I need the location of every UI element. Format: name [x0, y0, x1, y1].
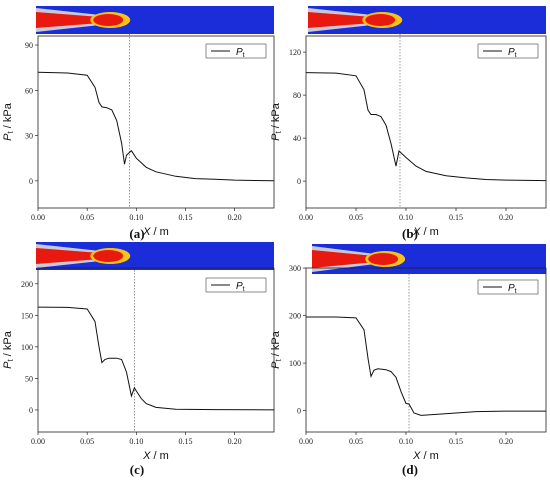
panel-a-legend-box — [205, 43, 267, 59]
panel-d-legend: Pt — [477, 279, 539, 295]
panel-d-xtick-label: 0.00 — [299, 437, 313, 446]
panel-a-ylabel: Pt / kPa — [2, 102, 15, 141]
panel-c-ylabel: Pt / kPa — [2, 330, 15, 369]
panel-b-ytick-label: 80 — [293, 91, 301, 100]
panel-b-nozzle-core — [308, 12, 373, 28]
panel-b-xtick-label: 0.10 — [399, 213, 413, 222]
panel-c-ytick-label: 50 — [25, 374, 33, 383]
panel-c-legend-label: Pt — [236, 281, 245, 293]
panel-c-series-line — [37, 306, 275, 411]
panel-b-xtick-label: 0.15 — [449, 213, 463, 222]
panel-b-ylabel: Pt / kPa — [270, 102, 283, 141]
panel-d-ytick-label: 200 — [289, 312, 301, 321]
panel-c: 0.00 0.05 0.10 0.15 0.20 0 50 100 150 200 Pt X / m P… — [2, 242, 275, 477]
panel-d-ylabel: Pt / kPa — [270, 330, 283, 369]
panel-c-xtick-label: 0.05 — [80, 437, 94, 446]
panel-a-nozzle-core — [36, 12, 101, 28]
panel-b-xlabel: X / m — [412, 226, 439, 238]
panel-d-jet-core — [368, 253, 399, 265]
panel-a-legend: Pt — [205, 43, 267, 59]
panel-d-nozzle-core — [312, 250, 376, 268]
panel-b-xtick-label: 0.05 — [349, 213, 363, 222]
panel-a-ytick-label: 90 — [25, 41, 33, 50]
panel-a-ytick-label: 30 — [25, 132, 33, 141]
panel-a-xlabel: X / m — [142, 226, 169, 238]
panel-d-field-image — [312, 244, 546, 274]
panel-b: 0.00 0.05 0.10 0.15 0.20 0 40 80 120 Pt X / m Pt / … — [270, 6, 547, 241]
panel-b-xtick-label: 0.20 — [499, 213, 513, 222]
panel-d-xlabel: X / m — [412, 450, 439, 462]
panel-d-series-line — [306, 316, 546, 416]
panel-d-ytick-label: 0 — [297, 407, 301, 416]
panel-a-xtick-label: 0.05 — [80, 213, 94, 222]
panel-c-legend: Pt — [205, 277, 267, 293]
panel-b-frame — [305, 35, 547, 209]
panel-b-legend-box — [477, 43, 539, 59]
panel-c-frame — [37, 267, 275, 433]
panel-d-caption: (d) — [402, 462, 418, 477]
panel-d-xtick-label: 0.15 — [449, 437, 463, 446]
panel-b-series-line — [305, 72, 547, 182]
panel-b-legend-label: Pt — [508, 47, 517, 59]
panel-c-jet-core — [93, 250, 124, 262]
panel-c-ytick-label: 0 — [29, 406, 33, 415]
panel-b-jet-core — [365, 14, 396, 26]
panel-a: 0.00 0.05 0.10 0.15 0.20 0 30 60 90 Pt X / m Pt / k… — [2, 6, 275, 241]
panel-b-legend: Pt — [477, 43, 539, 59]
panel-d-frame — [305, 267, 547, 433]
panel-c-xtick-label: 0.10 — [129, 437, 143, 446]
panel-d-xtick-label: 0.05 — [349, 437, 363, 446]
panel-d: 0.00 0.05 0.10 0.15 0.20 0 100 200 300 Pt X / m Pt … — [270, 244, 547, 477]
panel-b-ytick-label: 120 — [289, 48, 301, 57]
panel-c-xlabel: X / m — [142, 450, 169, 462]
panel-a-frame — [37, 35, 275, 209]
panel-d-ytick-label: 100 — [289, 359, 301, 368]
panel-a-xtick-label: 0.20 — [228, 213, 242, 222]
panel-a-field-image — [36, 6, 274, 34]
panel-c-field-image — [36, 242, 274, 270]
panel-a-xtick-label: 0.15 — [179, 213, 193, 222]
panel-b-xtick-label: 0.00 — [299, 213, 313, 222]
panel-a-legend-label: Pt — [236, 47, 245, 59]
panel-c-xtick-label: 0.20 — [228, 437, 242, 446]
panel-c-ytick-label: 200 — [21, 280, 33, 289]
panel-c-nozzle-core — [36, 248, 101, 264]
panel-c-ytick-label: 100 — [21, 343, 33, 352]
panel-c-xtick-label: 0.00 — [31, 437, 45, 446]
panel-a-ytick-label: 0 — [29, 177, 33, 186]
panel-a-xtick-label: 0.00 — [31, 213, 45, 222]
panel-d-legend-box — [477, 279, 539, 295]
panel-c-ytick-label: 150 — [21, 311, 33, 320]
panel-d-ytick-label: 300 — [289, 264, 301, 273]
panel-c-legend-box — [205, 277, 267, 293]
panel-d-xtick-label: 0.20 — [499, 437, 513, 446]
panel-d-legend-label: Pt — [508, 283, 517, 295]
panel-c-xtick-label: 0.15 — [179, 437, 193, 446]
panel-b-ytick-label: 0 — [297, 177, 301, 186]
panel-b-ytick-label: 40 — [293, 134, 301, 143]
panel-a-series-line — [37, 71, 275, 182]
panel-a-ytick-label: 60 — [25, 86, 33, 95]
panel-d-xtick-label: 0.10 — [399, 437, 413, 446]
panel-a-jet-core — [93, 14, 124, 26]
panel-b-caption: (b) — [402, 226, 418, 241]
panel-b-field-image — [308, 6, 546, 34]
panel-a-xtick-label: 0.10 — [129, 213, 143, 222]
panel-a-caption: (a) — [129, 226, 144, 241]
panel-c-caption: (c) — [130, 462, 144, 477]
